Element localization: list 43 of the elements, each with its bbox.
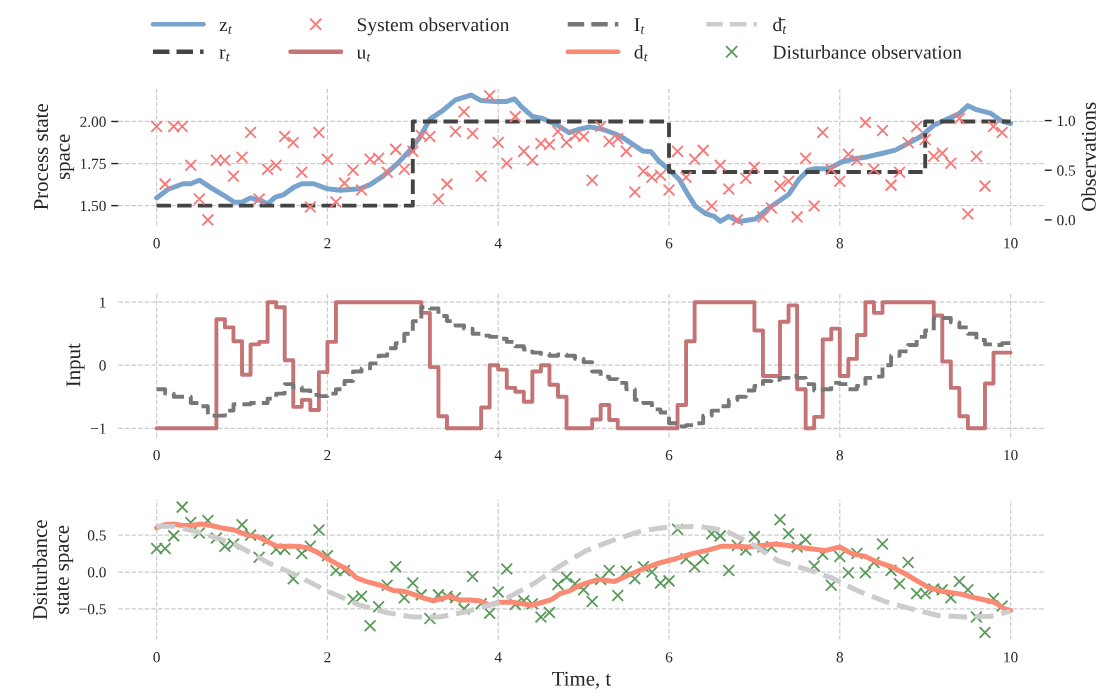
x-tick-label: 4 [494, 450, 502, 461]
x-tick-label: 6 [665, 238, 673, 249]
x-tick-label: 2 [324, 652, 331, 663]
legend-label: d$_{t}$ [634, 44, 648, 62]
y-tick-label: 0 [99, 360, 106, 371]
legend-label: z$_{t}$ [219, 22, 232, 34]
x-tick-label: 6 [665, 450, 673, 461]
y-axis-title: Process state space [34, 104, 75, 210]
x-tick-label: 0 [153, 652, 160, 663]
y2-tick-label: 0.5 [1057, 165, 1076, 176]
y-tick-label: 0.0 [87, 567, 106, 578]
x-tick-label: 8 [836, 238, 844, 249]
x-tick-label: 10 [1004, 652, 1018, 663]
y-tick-label: −1 [90, 423, 106, 434]
y2-tick-label: 1.0 [1057, 115, 1076, 127]
legend-label: d̄$_{t}$ [773, 17, 787, 34]
x-tick-label: 2 [324, 238, 331, 249]
y2-axis-title: Observations [1081, 102, 1096, 211]
x-tick-label: 6 [665, 652, 673, 663]
y-tick-label: 1.75 [80, 158, 106, 170]
y-tick-label: −0.5 [79, 604, 106, 615]
legend-label: r$_{t}$ [219, 49, 230, 62]
y-axis-title: Input [66, 343, 85, 387]
x-tick-label: 0 [153, 238, 160, 249]
x-tick-label: 4 [494, 238, 502, 249]
legend-label: u$_{t}$ [356, 49, 371, 62]
legend-label: I$_{t}$ [634, 18, 645, 34]
y-axis-title: Dsiturbance state space [32, 520, 74, 620]
x-tick-label: 0 [153, 449, 160, 461]
x-tick-label: 10 [1004, 449, 1018, 461]
y2-tick-label: 0.0 [1057, 215, 1076, 226]
x-tick-label: 8 [836, 449, 844, 461]
x-axis-title: Time, t [552, 671, 612, 689]
y-tick-label: 1.50 [80, 200, 106, 212]
x-tick-label: 2 [324, 450, 331, 461]
y-tick-label: 1 [100, 297, 106, 308]
y-tick-label: 2.00 [80, 116, 106, 127]
x-tick-label: 10 [1004, 238, 1018, 249]
legend-label: System observation [357, 17, 510, 36]
x-tick-label: 4 [494, 652, 502, 663]
x-tick-label: 8 [836, 652, 844, 663]
y-tick-label: 0.5 [87, 530, 106, 541]
legend-label: Disturbance observation [773, 45, 962, 59]
